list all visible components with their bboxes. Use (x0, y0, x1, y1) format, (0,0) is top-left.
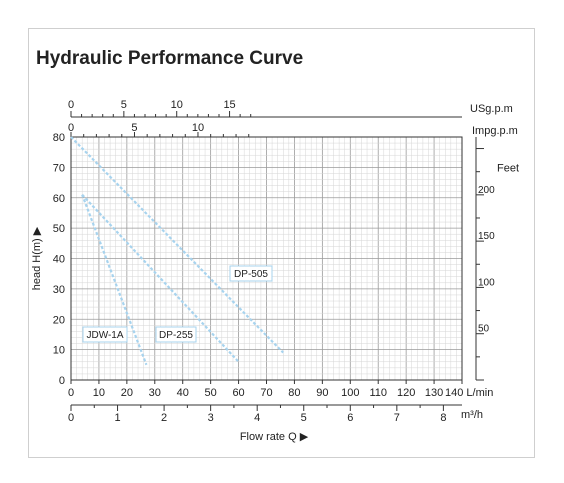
m3h-tick-label: 8 (440, 412, 446, 424)
x-tick-label: 0 (68, 387, 74, 399)
series-label-box (82, 326, 128, 343)
y-tick-label: 70 (53, 162, 65, 174)
y-axis-label: head H(m) ▶ (31, 226, 43, 290)
impgpm-tick-label: 10 (192, 122, 204, 134)
x-tick-label: 90 (316, 387, 328, 399)
usgpm-tick-label: 0 (68, 99, 74, 111)
m3h-tick-label: 0 (68, 412, 74, 424)
m3h-tick-label: 5 (301, 412, 307, 424)
feet-tick-label: 100 (478, 277, 495, 288)
x-tick-label: 20 (121, 387, 133, 399)
chart-frame (28, 28, 535, 458)
y-tick-label: 40 (53, 254, 65, 266)
x-tick-label: 10 (93, 387, 105, 399)
feet-unit-label: Feet (497, 162, 519, 174)
x-tick-label: 50 (205, 387, 217, 399)
x-tick-label: 130 (425, 387, 443, 399)
impgpm-tick-label: 0 (68, 122, 74, 134)
m3h-tick-label: 7 (394, 412, 400, 424)
m3h-tick-label: 1 (114, 412, 120, 424)
x-axis-label: Flow rate Q ▶ (240, 431, 309, 443)
impgpm-tick-label: 5 (131, 122, 137, 134)
m3h-tick-label: 6 (347, 412, 353, 424)
x-unit-label: 140 L/min (445, 387, 493, 399)
m3h-tick-label: 4 (254, 412, 260, 424)
usgpm-tick-label: 10 (171, 99, 183, 111)
y-tick-label: 60 (53, 193, 65, 205)
x-tick-label: 80 (288, 387, 300, 399)
series-label: DP-505 (234, 269, 268, 280)
series-label: DP-255 (159, 330, 193, 341)
series-label-box (229, 265, 273, 282)
usgpm-unit-label: USg.p.m (470, 103, 513, 115)
y-tick-label: 0 (59, 375, 65, 387)
x-tick-label: 60 (232, 387, 244, 399)
x-tick-label: 30 (149, 387, 161, 399)
x-tick-label: 70 (260, 387, 272, 399)
y-tick-label: 50 (53, 223, 65, 235)
x-tick-label: 100 (341, 387, 359, 399)
series-label: JDW-1A (86, 330, 123, 341)
feet-tick-label: 50 (478, 324, 490, 335)
x-tick-label: 120 (397, 387, 415, 399)
m3h-unit-label: m³/h (461, 409, 483, 421)
m3h-tick-label: 3 (208, 412, 214, 424)
y-tick-label: 80 (53, 132, 65, 144)
series-line-dp-505 (70, 136, 285, 354)
y-tick-label: 30 (53, 284, 65, 296)
usgpm-tick-label: 5 (121, 99, 127, 111)
series-line-dp-255 (81, 193, 240, 363)
x-tick-label: 110 (369, 387, 387, 399)
impgpm-unit-label: Impg.p.m (472, 125, 518, 137)
m3h-tick-label: 2 (161, 412, 167, 424)
series-line-jdw-1a (81, 194, 148, 366)
feet-tick-label: 150 (478, 231, 495, 242)
y-tick-label: 10 (53, 345, 65, 357)
usgpm-tick-label: 15 (223, 99, 235, 111)
series-label-box (155, 326, 197, 343)
y-tick-label: 20 (53, 314, 65, 326)
x-tick-label: 40 (177, 387, 189, 399)
feet-tick-label: 200 (478, 185, 495, 196)
chart-title: Hydraulic Performance Curve (36, 48, 304, 69)
